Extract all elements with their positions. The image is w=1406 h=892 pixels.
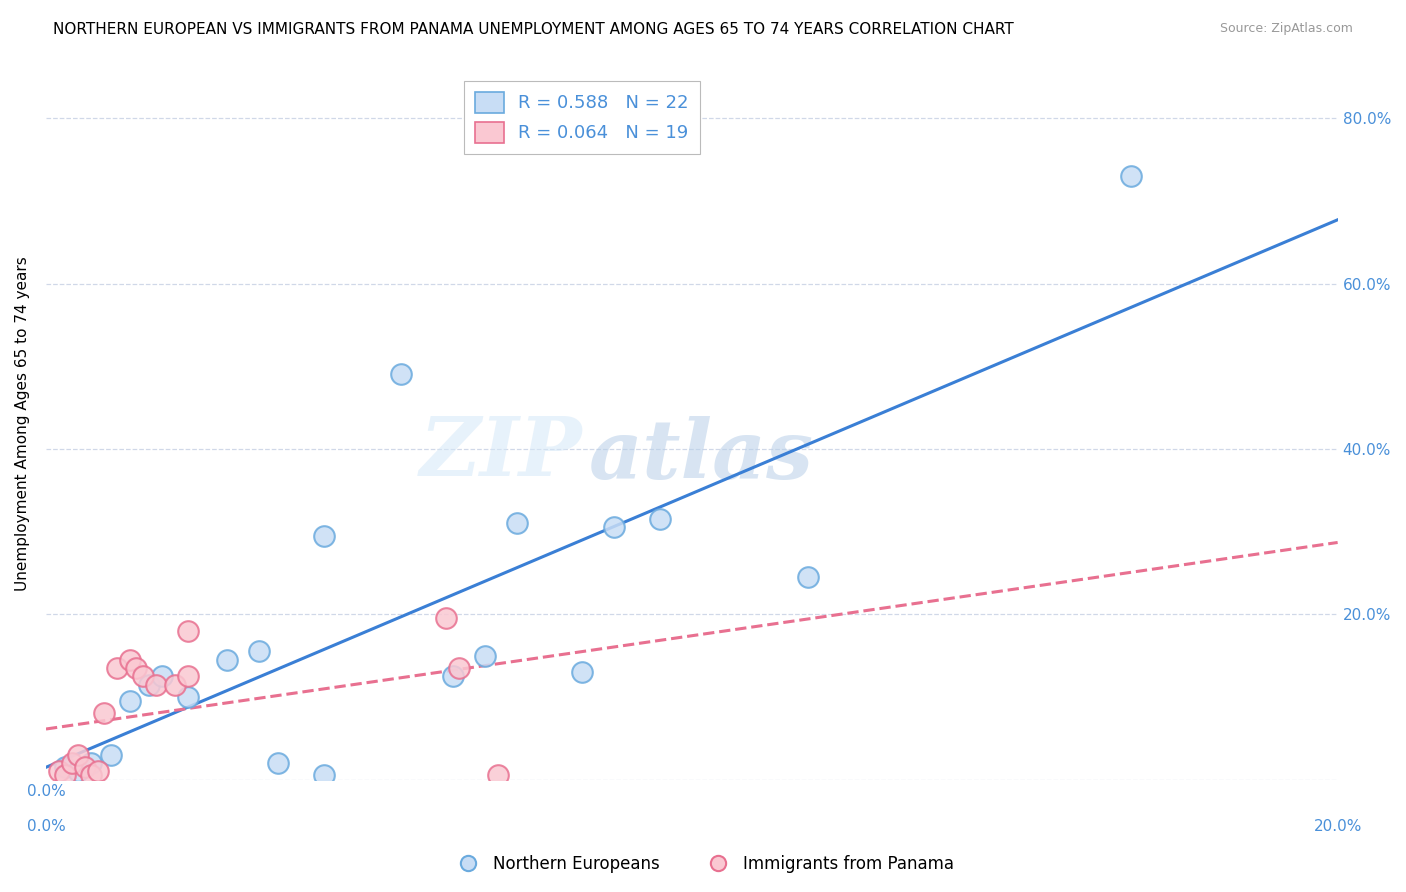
Y-axis label: Unemployment Among Ages 65 to 74 years: Unemployment Among Ages 65 to 74 years (15, 257, 30, 591)
Point (80, 756, 103, 770)
Point (215, 653, 238, 667)
Point (105, 661, 128, 675)
Point (53, 768, 76, 782)
Point (125, 661, 148, 675)
Text: Source: ZipAtlas.com: Source: ZipAtlas.com (1219, 22, 1353, 36)
Point (177, 669, 200, 683)
Point (93, 706, 115, 721)
Point (797, 570, 820, 584)
Point (67, 764, 90, 779)
Point (150, 669, 173, 683)
Point (449, 661, 471, 675)
Point (165, 677, 187, 691)
Point (486, 768, 509, 782)
Point (571, 665, 593, 680)
Text: NORTHERN EUROPEAN VS IMMIGRANTS FROM PANAMA UNEMPLOYMENT AMONG AGES 65 TO 74 YEA: NORTHERN EUROPEAN VS IMMIGRANTS FROM PAN… (53, 22, 1014, 37)
Point (132, 669, 155, 683)
Text: 0.0%: 0.0% (27, 819, 65, 834)
Point (1119, 169, 1142, 183)
Text: atlas: atlas (589, 416, 814, 496)
Point (648, 512, 671, 526)
Point (145, 677, 167, 691)
Point (177, 624, 200, 638)
Point (434, 611, 457, 625)
Point (389, 368, 412, 382)
Point (247, 644, 270, 658)
Point (603, 520, 626, 534)
Legend: R = 0.588   N = 22, R = 0.064   N = 19: R = 0.588 N = 22, R = 0.064 N = 19 (464, 81, 700, 153)
Point (48, 764, 70, 779)
Point (441, 669, 464, 683)
Point (100, 747, 122, 762)
Point (53, 760, 76, 774)
Point (267, 756, 290, 770)
Text: 20.0%: 20.0% (1313, 819, 1362, 834)
Legend: Northern Europeans, Immigrants from Panama: Northern Europeans, Immigrants from Pana… (444, 848, 962, 880)
Point (312, 529, 335, 543)
Text: ZIP: ZIP (419, 412, 582, 492)
Point (60, 756, 83, 770)
Point (86, 764, 108, 779)
Point (474, 648, 496, 663)
Point (177, 690, 200, 704)
Point (73, 760, 96, 774)
Point (118, 653, 141, 667)
Point (80, 768, 103, 782)
Point (312, 768, 335, 782)
Point (118, 694, 141, 708)
Point (138, 677, 160, 691)
Point (67, 747, 90, 762)
Point (506, 516, 529, 531)
